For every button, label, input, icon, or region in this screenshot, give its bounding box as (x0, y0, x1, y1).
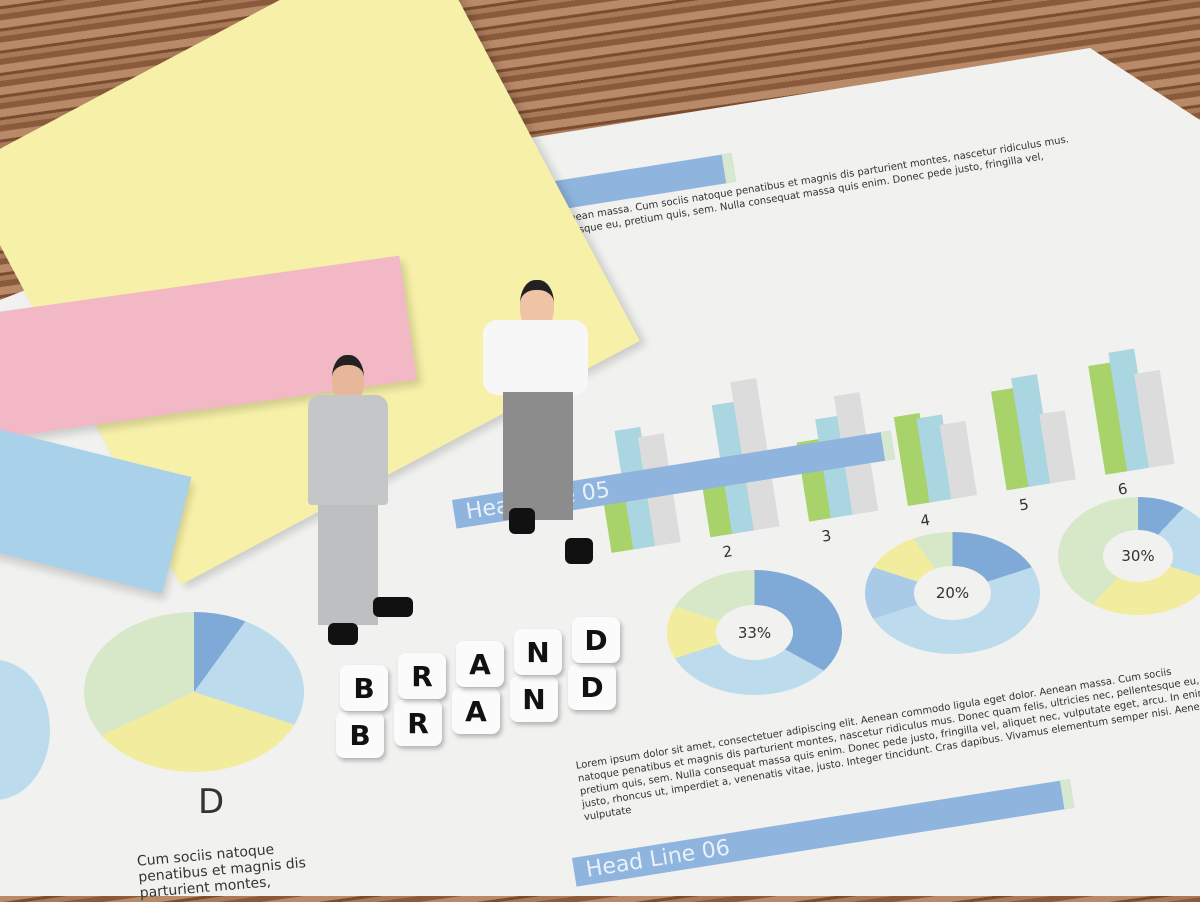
pie-label-d: D (198, 782, 225, 822)
donut-label-30: 30% (1102, 530, 1174, 582)
letter-cube: A (456, 641, 504, 687)
donut-chart-20: 20% (865, 532, 1040, 654)
letter-cube: D (572, 617, 620, 663)
letter-cube: B (336, 712, 384, 758)
figurine-white-shirt (465, 280, 605, 570)
pie-chart (84, 612, 304, 772)
donut-label-20: 20% (914, 566, 991, 620)
donut-chart-30: 30% (1058, 497, 1200, 615)
letter-cube: R (394, 700, 442, 746)
letter-cube: R (398, 653, 446, 699)
letter-cube: N (510, 676, 558, 722)
donut-chart-33: 33% (667, 570, 842, 695)
letter-cube: A (452, 688, 500, 734)
letter-cube: B (340, 665, 388, 711)
letter-cube: N (514, 629, 562, 675)
figurine-suit (288, 355, 418, 655)
donut-label-33: 33% (716, 605, 793, 660)
letter-cube: D (568, 664, 616, 710)
